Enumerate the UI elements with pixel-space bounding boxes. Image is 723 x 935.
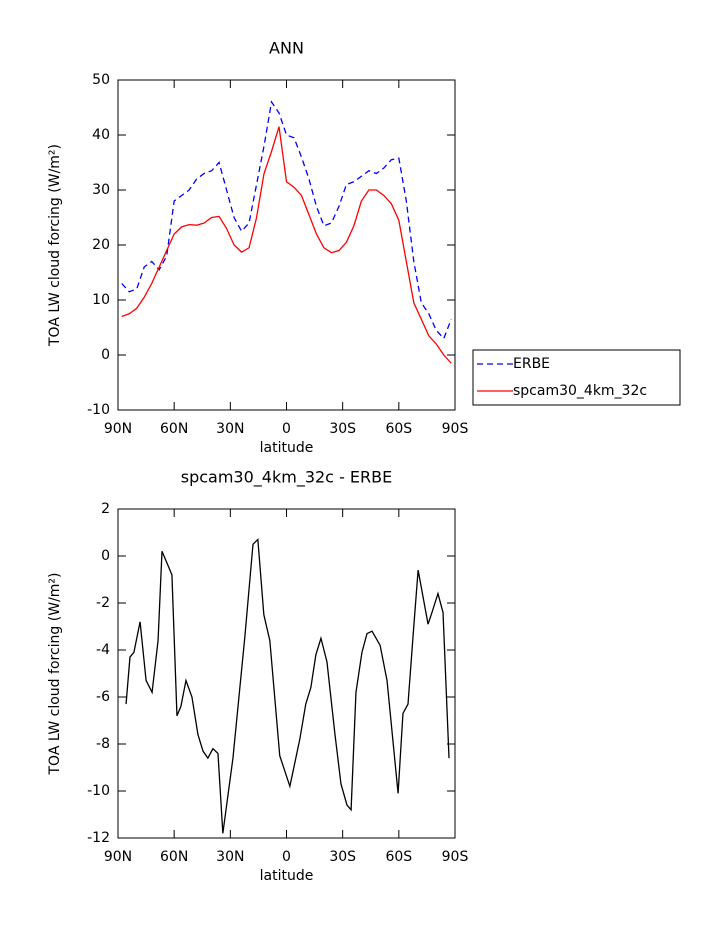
legend-label: spcam30_4km_32c bbox=[513, 383, 647, 399]
y-tick-label: -4 bbox=[96, 642, 110, 658]
x-tick-label: 90N bbox=[104, 849, 132, 865]
data-line bbox=[121, 100, 452, 340]
y-tick-label: -10 bbox=[87, 402, 110, 418]
x-tick-label: 60S bbox=[385, 421, 412, 437]
plot-frame bbox=[117, 508, 456, 839]
x-tick-label: 30N bbox=[216, 849, 244, 865]
x-tick-label: 90S bbox=[442, 421, 469, 437]
y-tick-label: -12 bbox=[87, 830, 110, 846]
chart-title: ANN bbox=[269, 39, 304, 58]
y-axis-label: TOA LW cloud forcing (W/m²) bbox=[47, 144, 63, 347]
y-tick-label: 0 bbox=[101, 548, 110, 564]
x-tick-label: 30S bbox=[329, 849, 356, 865]
y-tick-label: 40 bbox=[92, 127, 110, 143]
x-tick-label: 60N bbox=[160, 849, 188, 865]
x-tick-label: 0 bbox=[282, 421, 291, 437]
data-line bbox=[125, 538, 450, 834]
y-tick-label: 50 bbox=[92, 72, 110, 88]
legend-label: ERBE bbox=[513, 356, 550, 372]
x-tick-label: 30N bbox=[216, 421, 244, 437]
chart-title: spcam30_4km_32c - ERBE bbox=[181, 468, 392, 488]
y-axis-label: TOA LW cloud forcing (W/m²) bbox=[47, 573, 63, 776]
y-tick-label: -2 bbox=[96, 595, 110, 611]
y-tick-label: 20 bbox=[92, 237, 110, 253]
x-tick-label: 90S bbox=[442, 849, 469, 865]
legend-box bbox=[472, 349, 681, 406]
y-tick-label: 0 bbox=[101, 347, 110, 363]
y-tick-label: 30 bbox=[92, 182, 110, 198]
y-tick-label: -10 bbox=[87, 783, 110, 799]
x-tick-label: 90N bbox=[104, 421, 132, 437]
x-axis-label: latitude bbox=[260, 440, 314, 456]
x-tick-label: 0 bbox=[282, 849, 291, 865]
x-tick-label: 60N bbox=[160, 421, 188, 437]
y-tick-label: -6 bbox=[96, 689, 110, 705]
y-tick-label: 2 bbox=[101, 501, 110, 517]
y-tick-label: -8 bbox=[96, 736, 110, 752]
x-tick-label: 30S bbox=[329, 421, 356, 437]
x-tick-label: 60S bbox=[385, 849, 412, 865]
y-tick-label: 10 bbox=[92, 292, 110, 308]
data-line bbox=[121, 126, 452, 364]
x-axis-label: latitude bbox=[260, 868, 314, 884]
